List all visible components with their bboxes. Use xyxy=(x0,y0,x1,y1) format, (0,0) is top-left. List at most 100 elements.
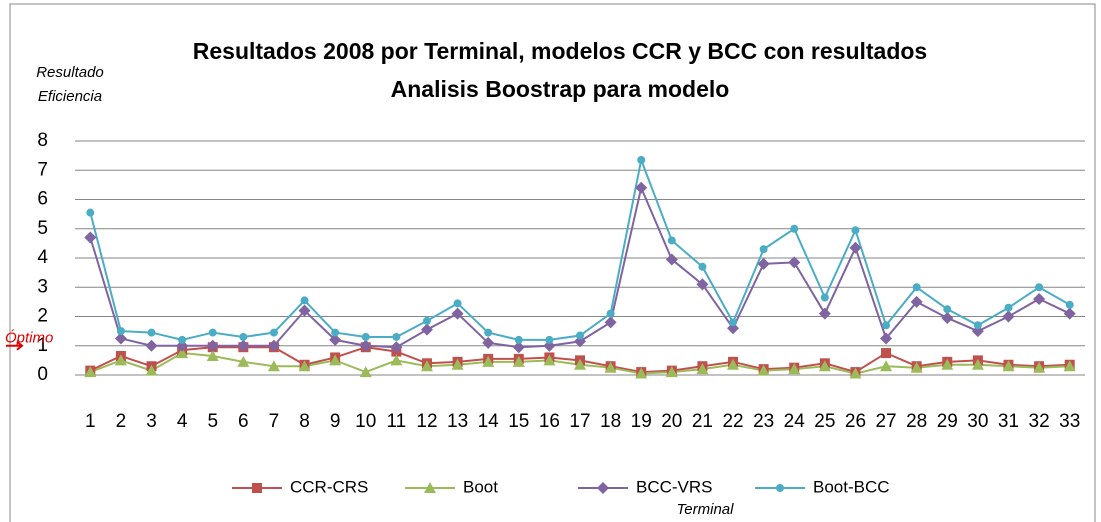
marker xyxy=(1033,361,1046,373)
marker xyxy=(757,364,770,376)
x-tick-label: 9 xyxy=(330,411,341,432)
marker xyxy=(849,367,862,379)
marker xyxy=(637,156,646,165)
marker xyxy=(820,293,829,302)
marker xyxy=(361,332,370,341)
marker xyxy=(818,307,831,320)
marker xyxy=(420,360,433,372)
series-line xyxy=(89,184,1071,349)
x-tick-label: 26 xyxy=(845,411,866,432)
marker xyxy=(576,331,584,340)
marker xyxy=(1004,303,1013,312)
y-tick-label: 4 xyxy=(37,247,48,268)
marker xyxy=(176,339,189,352)
marker xyxy=(512,355,525,367)
marker xyxy=(206,349,219,361)
x-tick-label: 31 xyxy=(998,411,1019,432)
marker xyxy=(759,245,768,254)
marker xyxy=(239,332,248,341)
marker xyxy=(359,339,372,352)
marker xyxy=(729,318,738,327)
marker xyxy=(727,358,740,370)
x-tick-label: 13 xyxy=(447,411,468,432)
marker xyxy=(880,360,893,372)
marker xyxy=(359,366,372,378)
marker xyxy=(392,332,401,341)
x-tick-label: 21 xyxy=(692,411,713,432)
y-tick-label: 8 xyxy=(37,130,48,151)
x-tick-label: 28 xyxy=(906,411,927,432)
marker xyxy=(420,323,433,336)
marker xyxy=(453,299,462,308)
marker xyxy=(912,283,921,292)
marker xyxy=(757,257,770,270)
x-tick-label: 3 xyxy=(146,411,157,432)
x-axis-label: Terminal xyxy=(677,501,735,518)
marker xyxy=(390,341,403,354)
x-tick-label: 17 xyxy=(569,411,590,432)
x-tick-label: 16 xyxy=(539,411,560,432)
x-tick-label: 19 xyxy=(631,411,652,432)
marker xyxy=(1035,283,1044,292)
chart-title: Analisis Boostrap para modelo xyxy=(391,76,730,102)
marker xyxy=(114,332,127,345)
x-tick-label: 33 xyxy=(1059,411,1080,432)
marker xyxy=(727,322,740,335)
x-tick-label: 2 xyxy=(116,411,127,432)
marker xyxy=(574,335,586,348)
marker xyxy=(941,358,954,370)
marker xyxy=(971,325,984,338)
x-tick-label: 10 xyxy=(355,411,376,432)
marker xyxy=(482,355,495,367)
marker xyxy=(482,336,495,349)
marker xyxy=(178,335,187,344)
legend-label: Boot xyxy=(463,477,498,496)
marker xyxy=(329,333,342,346)
y-tick-label: 1 xyxy=(37,335,48,356)
x-tick-label: 6 xyxy=(238,411,249,432)
legend-marker xyxy=(597,482,609,494)
marker xyxy=(86,208,95,217)
marker xyxy=(1002,360,1015,372)
marker xyxy=(298,360,311,372)
x-tick-label: 12 xyxy=(416,411,437,432)
y-tick-label: 5 xyxy=(37,218,48,239)
series-line xyxy=(89,156,1071,341)
x-tick-label: 7 xyxy=(269,411,280,432)
legend-marker xyxy=(252,483,262,493)
y-tick-label: 2 xyxy=(37,306,48,327)
x-tick-label: 15 xyxy=(508,411,529,432)
x-tick-label: 5 xyxy=(207,411,218,432)
marker xyxy=(451,358,464,370)
marker xyxy=(237,339,250,352)
chart-title: Resultados 2008 por Terminal, modelos CC… xyxy=(193,38,927,64)
marker xyxy=(1065,300,1074,309)
marker xyxy=(543,354,556,366)
marker xyxy=(788,256,801,269)
marker xyxy=(943,305,952,314)
marker xyxy=(606,309,615,318)
marker xyxy=(818,360,831,372)
marker xyxy=(635,367,648,379)
y-tick-label: 0 xyxy=(37,364,48,385)
y-tick-label: 6 xyxy=(37,189,48,210)
marker xyxy=(574,358,586,370)
marker xyxy=(84,231,97,244)
marker xyxy=(971,358,984,370)
legend-label: CCR-CRS xyxy=(290,477,368,496)
marker xyxy=(208,328,217,337)
marker xyxy=(910,361,923,373)
marker xyxy=(604,361,617,373)
x-tick-label: 25 xyxy=(814,411,835,432)
marker xyxy=(882,321,891,330)
legend-label: BCC-VRS xyxy=(636,477,713,496)
marker xyxy=(145,339,158,352)
marker xyxy=(116,327,125,336)
marker xyxy=(147,328,156,337)
x-tick-label: 18 xyxy=(600,411,621,432)
marker xyxy=(329,354,342,366)
marker xyxy=(973,321,982,330)
marker xyxy=(298,304,311,317)
marker xyxy=(269,328,278,337)
x-tick-label: 14 xyxy=(478,411,500,432)
